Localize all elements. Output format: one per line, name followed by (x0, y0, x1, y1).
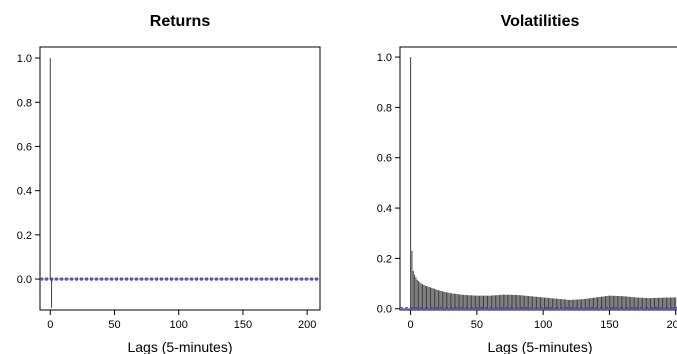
volatilities-ytick-label: 0.6 (377, 153, 392, 165)
returns-title: Returns (150, 13, 211, 30)
returns-ytick-label: 0.2 (17, 230, 32, 242)
volatilities-ytick-label: 0.2 (377, 253, 392, 265)
volatilities-xtick-label: 50 (471, 319, 483, 331)
volatilities-x-label: Lags (5-minutes) (487, 339, 592, 354)
volatilities-plot-frame (399, 46, 677, 311)
volatilities-xtick-label: 150 (600, 319, 618, 331)
volatilities-bars (400, 57, 677, 311)
volatilities-ytick-label: 0.4 (377, 203, 392, 215)
returns-xtick-label: 150 (234, 319, 252, 331)
returns-plot-frame (39, 46, 321, 311)
returns-xtick-label: 200 (298, 319, 316, 331)
volatilities-ytick-label: 0.8 (377, 102, 392, 114)
returns-ytick-label: 0.4 (17, 186, 32, 198)
volatilities-x-axis: 0 50 100 150 200 (408, 310, 677, 331)
returns-panel: Returns 0.00.20.40.60.81.0 0 50 100 150 200 … (17, 13, 321, 354)
returns-xtick-label: 50 (108, 319, 120, 331)
returns-ytick-label: 1.0 (17, 53, 32, 65)
volatilities-xtick-label: 0 (408, 319, 414, 331)
volatilities-ytick-label: 0.0 (377, 304, 392, 316)
returns-xtick-label: 100 (170, 319, 188, 331)
returns-xtick-label: 0 (47, 319, 53, 331)
volatilities-title: Volatilities (501, 13, 580, 30)
volatilities-y-axis: 0.0 0.2 0.4 0.6 0.8 1.0 (377, 52, 400, 316)
volatilities-ytick-label: 1.0 (377, 52, 392, 64)
returns-x-label: Lags (5-minutes) (127, 339, 232, 354)
volatilities-panel: Volatilities 0.0 0.2 0.4 0.6 0.8 1.0 0 50 100 15… (377, 13, 677, 354)
returns-ytick-label: 0.8 (17, 97, 32, 109)
volatilities-xtick-label: 200 (667, 319, 677, 331)
returns-ytick-label: 0.6 (17, 141, 32, 153)
volatilities-xtick-label: 100 (534, 319, 552, 331)
returns-y-axis: 0.0 0.2 0.4 0.6 0.8 1.0 (17, 53, 40, 286)
returns-x-axis: 0 50 100 150 200 (47, 310, 316, 331)
returns-ytick-label: 0.0 (17, 274, 32, 286)
returns-bars (40, 58, 320, 308)
